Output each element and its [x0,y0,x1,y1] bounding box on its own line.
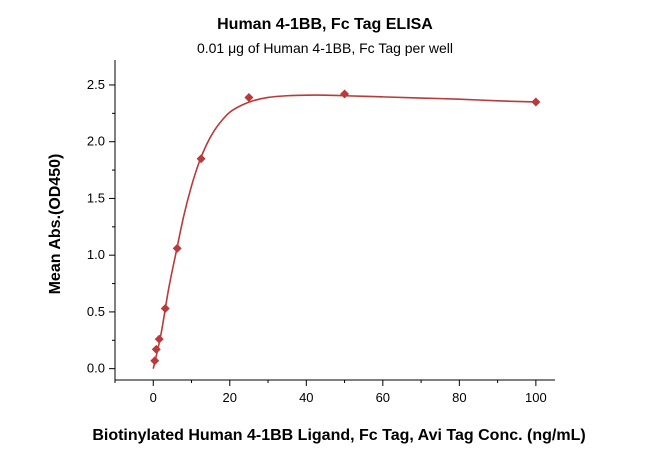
y-tick-label: 1.5 [87,190,105,205]
x-axis-label: Biotinylated Human 4-1BB Ligand, Fc Tag,… [92,427,585,444]
y-axis-label: Mean Abs.(OD450) [47,154,64,295]
y-tick-label: 2.5 [87,77,105,92]
x-tick-label: 100 [525,390,547,405]
x-tick-label: 0 [150,390,157,405]
data-point-diamond [172,243,182,253]
x-tick-label: 40 [299,390,313,405]
fit-curve [152,94,536,369]
data-point-diamond [154,334,164,344]
data-point-diamond [160,304,170,314]
data-point-diamond [151,344,161,354]
y-tick-label: 0.5 [87,304,105,319]
y-tick-label: 2.0 [87,134,105,149]
data-point-diamond [150,356,160,366]
data-point-diamond [531,97,541,107]
data-point-diamond [340,89,350,99]
y-tick-label: 1.0 [87,247,105,262]
data-point-diamond [244,92,254,102]
chart-subtitle: 0.01 μg of Human 4-1BB, Fc Tag per well [197,40,453,56]
x-tick-label: 60 [376,390,390,405]
x-tick-label: 20 [223,390,237,405]
y-tick-label: 0.0 [87,361,105,376]
data-point-diamond [196,154,206,164]
x-tick-label: 80 [452,390,466,405]
chart-title: Human 4-1BB, Fc Tag ELISA [217,16,433,33]
plot-area: 0 20 40 60 80 100 0.0 0.5 1.0 1.5 2.0 2.5 [87,60,555,405]
